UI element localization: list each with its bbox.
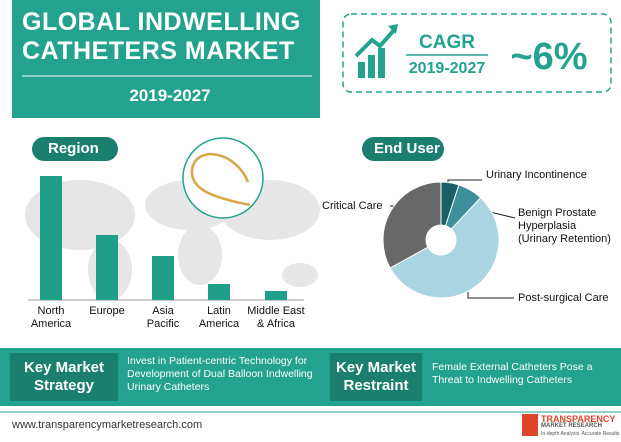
x-label: Europe xyxy=(89,305,125,317)
strategy-label: Key Market Strategy xyxy=(23,359,105,394)
x-label: North America xyxy=(30,305,72,330)
logo-sub: MARKET RESEARCH xyxy=(541,423,603,429)
region-tab xyxy=(32,137,118,161)
pie-label: Post-surgical Care xyxy=(518,292,609,304)
catheter-icon xyxy=(190,152,251,207)
pie-label: Urinary Incontinence xyxy=(486,169,587,181)
footer-url: www.transparencymarketresearch.com xyxy=(12,419,203,431)
cagr-box xyxy=(342,13,612,93)
pie-slice xyxy=(389,197,500,299)
bar xyxy=(40,176,62,300)
enduser-title: End User xyxy=(374,140,440,157)
title-banner xyxy=(12,0,320,118)
enduser-tab xyxy=(362,137,444,161)
cagr-years: 2019-2027 xyxy=(408,60,486,77)
pie-label: Benign Prostate Hyperplasia (Urinary Ret… xyxy=(518,207,611,245)
bar xyxy=(208,284,230,300)
x-label: Asia Pacific xyxy=(146,305,180,330)
bar xyxy=(265,291,287,300)
pie-label: Critical Care xyxy=(322,200,383,212)
x-label: Middle East & Africa xyxy=(247,305,305,330)
years: 2019-2027 xyxy=(129,86,211,105)
cagr-label: CAGR xyxy=(419,32,475,53)
logo-text: TRANSPARENCY xyxy=(541,414,616,424)
restraint-label: Key Market Restraint xyxy=(335,359,417,394)
strategy-text: Invest in Patient-centric Technology for… xyxy=(127,355,313,393)
bar xyxy=(152,256,174,300)
bar xyxy=(96,235,118,300)
pie-slice xyxy=(382,181,442,269)
restraint-text: Female External Catheters Pose a Threat … xyxy=(432,361,593,386)
strategy-label-box xyxy=(10,353,118,401)
growth-icon xyxy=(354,24,398,78)
logo-icon xyxy=(522,414,538,436)
x-label: Latin America xyxy=(198,305,240,330)
restraint-label-box xyxy=(330,353,422,401)
cagr-value: ~6% xyxy=(510,36,588,78)
title: GLOBAL INDWELLING CATHETERS MARKET xyxy=(22,8,301,65)
product-circle xyxy=(182,137,264,219)
logo-tagline: In-depth Analysis. Accurate Results xyxy=(541,431,620,437)
region-title: Region xyxy=(48,140,99,157)
